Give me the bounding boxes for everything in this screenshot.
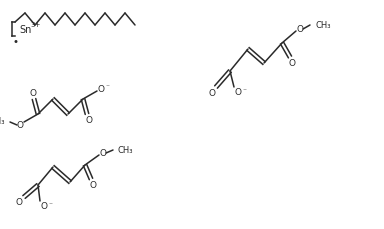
Text: O: O: [89, 181, 96, 190]
Text: O: O: [99, 149, 106, 158]
Text: ⁻: ⁻: [242, 86, 246, 95]
Text: CH₃: CH₃: [0, 117, 5, 126]
Text: Sn: Sn: [19, 25, 31, 35]
Text: O: O: [288, 59, 296, 68]
Text: ⁻: ⁻: [48, 200, 52, 209]
Text: O: O: [86, 116, 93, 125]
Text: O: O: [17, 121, 23, 130]
Text: O: O: [30, 89, 36, 98]
Text: O: O: [209, 89, 215, 98]
Text: O: O: [40, 202, 48, 211]
Text: •: •: [13, 37, 19, 47]
Text: CH₃: CH₃: [118, 146, 134, 155]
Text: ⁻: ⁻: [105, 82, 109, 91]
Text: 3+: 3+: [30, 22, 40, 28]
Text: O: O: [15, 198, 23, 207]
Text: CH₃: CH₃: [316, 21, 331, 30]
Text: O: O: [235, 88, 242, 97]
Text: O: O: [296, 25, 303, 34]
Text: O: O: [98, 85, 104, 94]
